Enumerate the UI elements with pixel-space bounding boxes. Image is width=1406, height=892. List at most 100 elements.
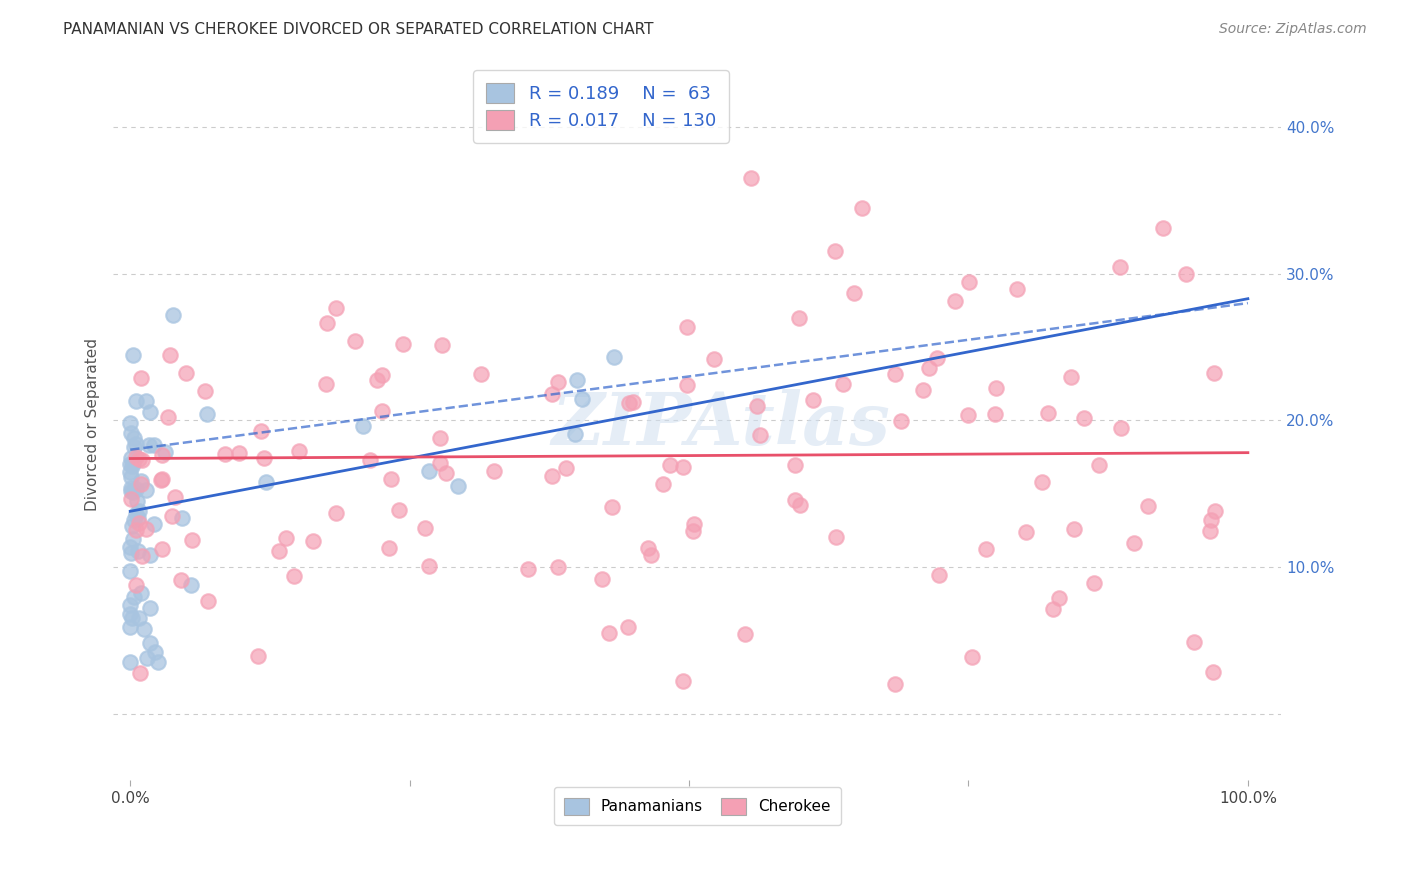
Point <box>391 337 413 351</box>
Point <box>1202 366 1225 380</box>
Point <box>176 366 198 380</box>
Point <box>598 626 620 640</box>
Point <box>150 542 173 557</box>
Point <box>787 310 810 325</box>
Point <box>325 301 347 315</box>
Point <box>1015 524 1038 539</box>
Point <box>564 427 586 442</box>
Point <box>617 395 640 409</box>
Point <box>1199 524 1222 538</box>
Point <box>1175 267 1198 281</box>
Point <box>120 492 142 507</box>
Point <box>120 620 142 634</box>
Point <box>120 457 142 471</box>
Point <box>884 367 907 381</box>
Point <box>1073 411 1095 425</box>
Point <box>429 431 451 445</box>
Point <box>120 540 142 554</box>
Point <box>851 201 873 215</box>
Point <box>436 466 458 480</box>
Point <box>683 517 706 532</box>
Point <box>380 472 402 486</box>
Point <box>484 463 506 477</box>
Point <box>621 395 644 409</box>
Point <box>1111 421 1133 435</box>
Point <box>125 494 148 508</box>
Point <box>960 650 983 665</box>
Point <box>676 377 699 392</box>
Point <box>127 543 149 558</box>
Point <box>918 360 941 375</box>
Point <box>672 674 695 689</box>
Point <box>1005 282 1028 296</box>
Point <box>1152 221 1174 235</box>
Point <box>128 451 150 466</box>
Point <box>127 511 149 525</box>
Point <box>135 522 157 536</box>
Point <box>301 534 323 549</box>
Point <box>957 408 980 422</box>
Point <box>884 677 907 691</box>
Point <box>371 404 394 418</box>
Point <box>541 386 564 401</box>
Point <box>125 507 148 521</box>
Point <box>658 458 681 473</box>
Point <box>676 320 699 334</box>
Point <box>824 530 846 544</box>
Point <box>160 508 183 523</box>
Point <box>129 477 152 491</box>
Point <box>143 516 166 531</box>
Point <box>254 475 277 489</box>
Point <box>672 459 695 474</box>
Point <box>789 499 811 513</box>
Point <box>1109 260 1132 274</box>
Point <box>120 465 142 479</box>
Point <box>129 474 152 488</box>
Point <box>228 446 250 460</box>
Point <box>132 622 155 636</box>
Point <box>1042 602 1064 616</box>
Point <box>139 548 162 562</box>
Point <box>253 451 276 466</box>
Point <box>602 500 624 515</box>
Point <box>120 450 142 465</box>
Point <box>352 418 374 433</box>
Point <box>120 484 142 499</box>
Point <box>1060 370 1083 384</box>
Point <box>170 574 193 588</box>
Point <box>831 376 853 391</box>
Point <box>120 564 142 578</box>
Point <box>1182 634 1205 648</box>
Point <box>172 510 194 524</box>
Point <box>267 543 290 558</box>
Point <box>547 375 569 389</box>
Text: Source: ZipAtlas.com: Source: ZipAtlas.com <box>1219 22 1367 37</box>
Point <box>120 607 142 621</box>
Point <box>155 444 177 458</box>
Point <box>745 400 768 414</box>
Point <box>315 377 337 392</box>
Point <box>470 367 492 381</box>
Point <box>447 479 470 493</box>
Point <box>125 437 148 451</box>
Point <box>682 524 704 538</box>
Point <box>287 443 309 458</box>
Point <box>734 627 756 641</box>
Point <box>1083 576 1105 591</box>
Point <box>1202 665 1225 680</box>
Point <box>159 348 181 362</box>
Point <box>1036 406 1059 420</box>
Point <box>131 549 153 563</box>
Point <box>214 448 236 462</box>
Point <box>143 437 166 451</box>
Point <box>131 586 153 600</box>
Point <box>783 493 806 508</box>
Point <box>120 425 142 440</box>
Point <box>418 463 440 477</box>
Point <box>120 546 142 560</box>
Point <box>1047 591 1070 605</box>
Point <box>541 469 564 483</box>
Point <box>957 275 980 289</box>
Point <box>749 427 772 442</box>
Point <box>122 590 145 604</box>
